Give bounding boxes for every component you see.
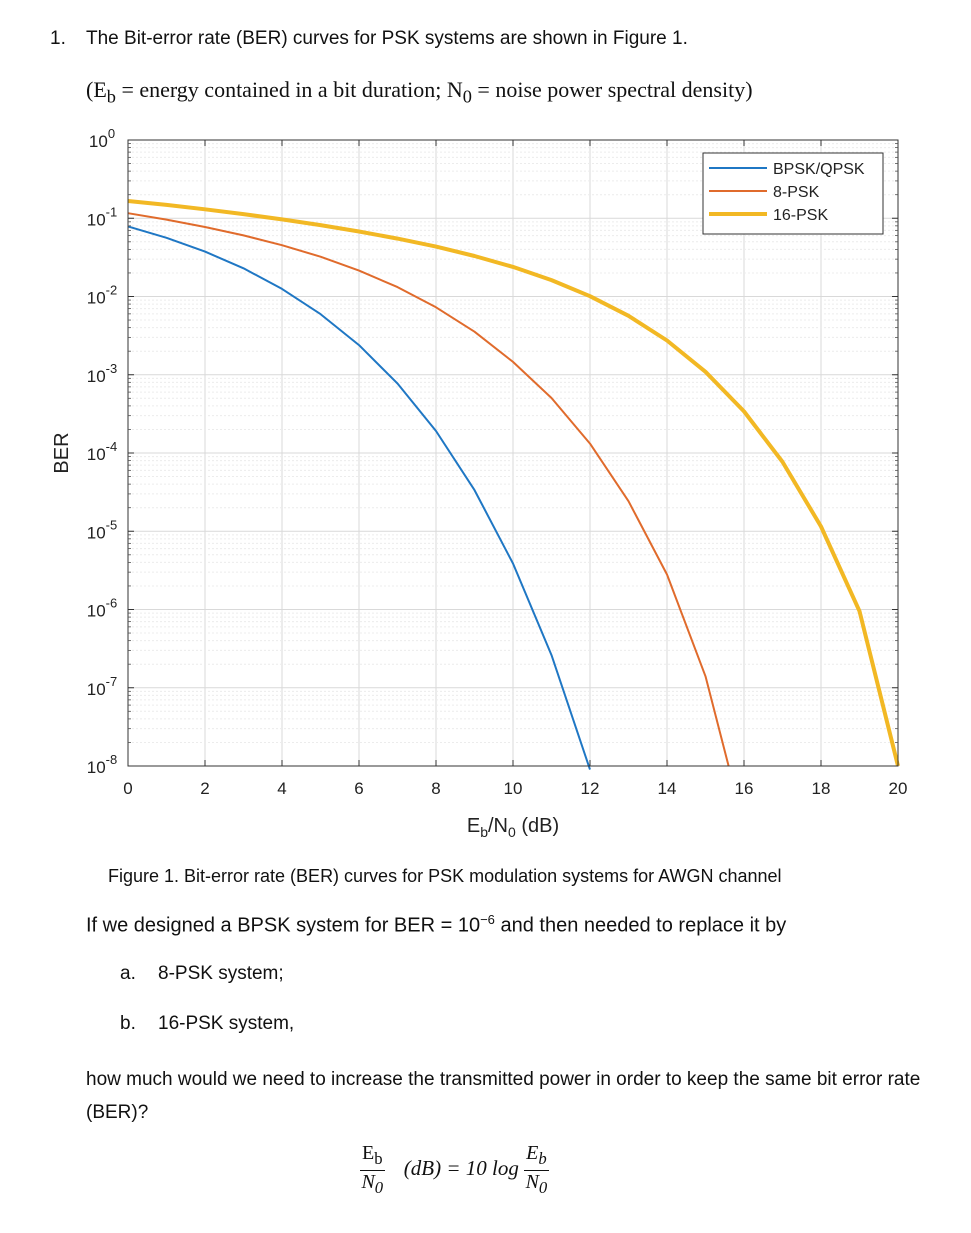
x-tick-label: 0 [123, 779, 132, 798]
option-a-text: 8-PSK system; [158, 963, 284, 984]
x-tick-label: 14 [658, 779, 677, 798]
y-tick-label: 100 [89, 126, 115, 151]
y-tick-label: 10-1 [87, 204, 117, 229]
lhs-num: E [362, 1142, 375, 1164]
question-text: The Bit-error rate (BER) curves for PSK … [86, 28, 688, 49]
def-eb: (E [86, 77, 107, 102]
closing-question: how much would we need to increase the t… [86, 1069, 921, 1123]
series-line-bpsk-qpsk [127, 225, 591, 770]
question-number: 1. [50, 28, 66, 49]
lhs-den: N [361, 1171, 375, 1193]
x-tick-label: 18 [812, 779, 831, 798]
option-b-label: b. [120, 1013, 136, 1034]
ber-chart: 0 2 4 6 8 10 12 14 16 18 20 100 10-1 10-2 10-3 10-4 10-5… [51, 126, 908, 840]
formula-lhs-fraction: Eb N0 [360, 1142, 385, 1199]
option-a: a. 8-PSK system; [120, 963, 284, 985]
question-prompt: If we designed a BPSK system for BER = 1… [86, 912, 786, 938]
x-tick-label: 2 [200, 779, 209, 798]
option-b: b. 16-PSK system, [120, 1013, 294, 1035]
x-tick-label: 8 [431, 779, 440, 798]
x-tick-label: 6 [354, 779, 363, 798]
y-tick-label: 10-8 [87, 752, 117, 777]
definitions-line: (Eb = energy contained in a bit duration… [86, 77, 753, 107]
def-eb-sub: b [106, 86, 116, 107]
question-title: 1. The Bit-error rate (BER) curves for PS… [50, 28, 688, 50]
option-b-text: 16-PSK system, [158, 1013, 295, 1034]
x-tick-label: 20 [889, 779, 908, 798]
chart-series [127, 199, 900, 770]
prompt-post: and then needed to replace it by [494, 914, 787, 937]
y-axis-label: BER [51, 432, 73, 473]
lhs-den-sub: 0 [374, 1178, 384, 1197]
prompt-pre: If we designed a BPSK system for BER = 1… [86, 914, 481, 937]
def-eb-meaning: = energy contained in a bit duration; N [115, 77, 463, 102]
legend-label: 8-PSK [773, 184, 820, 201]
y-tick-label: 10-3 [87, 361, 117, 386]
def-no-meaning: = noise power spectral density) [471, 77, 753, 102]
formula-rhs-fraction: Eb N0 [524, 1142, 549, 1199]
formula-middle: (dB) = 10 log [403, 1156, 519, 1181]
series-line-16-psk [127, 199, 900, 767]
series-line-8-psk [127, 212, 730, 767]
legend-label: BPSK/QPSK [773, 161, 865, 178]
legend-label: 16-PSK [773, 207, 828, 224]
y-tick-label: 10-4 [87, 439, 117, 464]
x-tick-label: 12 [581, 779, 600, 798]
formula: Eb N0 (dB) = 10 log Eb N0 [360, 1142, 549, 1199]
rhs-den-sub: 0 [538, 1178, 548, 1197]
x-tick-label: 16 [735, 779, 754, 798]
rhs-num: E [526, 1142, 539, 1164]
y-tick-label: 10-7 [87, 674, 117, 699]
rhs-num-sub: b [538, 1149, 547, 1168]
chart-ticks: 0 2 4 6 8 10 12 14 16 18 20 100 10-1 10-2 10-3 10-4 10-5… [87, 126, 908, 798]
rhs-den: N [525, 1171, 539, 1193]
y-tick-label: 10-2 [87, 283, 117, 308]
chart-legend: BPSK/QPSK 8-PSK 16-PSK [702, 152, 884, 235]
x-tick-label: 4 [277, 779, 286, 798]
y-tick-label: 10-5 [87, 517, 117, 542]
prompt-exp: −6 [480, 912, 495, 927]
lhs-num-sub: b [374, 1149, 383, 1168]
option-a-label: a. [120, 963, 136, 984]
y-tick-label: 10-6 [87, 596, 117, 621]
x-tick-label: 10 [504, 779, 523, 798]
legend-box [702, 152, 884, 235]
figure-caption: Figure 1. Bit-error rate (BER) curves fo… [108, 866, 782, 886]
def-no-sub: 0 [462, 86, 472, 107]
x-axis-label: Eb/N0 (dB) [467, 815, 559, 840]
